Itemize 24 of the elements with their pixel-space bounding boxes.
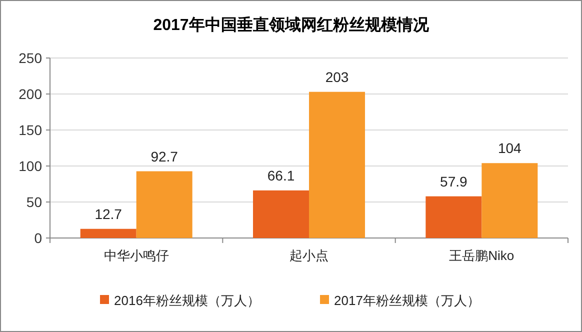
y-tick-label: 100 [18,158,42,174]
y-tick-label: 250 [18,50,42,66]
x-tick-label: 中华小鸣仔 [104,248,169,263]
chart-title: 2017年中国垂直领域网红粉丝规模情况 [153,16,430,34]
bar [253,190,309,238]
legend-label: 2017年粉丝规模（万人） [334,293,480,308]
y-tick-label: 0 [34,230,42,246]
y-tick-label: 150 [18,122,42,138]
data-label: 57.9 [440,173,468,190]
bar [80,228,136,238]
x-tick-label: 起小点 [290,248,328,263]
y-tick-label: 200 [18,86,42,102]
bar [309,92,365,238]
bar [482,163,538,238]
data-label: 12.7 [94,206,122,222]
data-label: 104 [498,140,522,156]
y-tick-label: 50 [26,194,42,210]
bar [426,196,482,238]
x-tick-label: 王岳鹏Niko [449,248,514,263]
bar [136,171,192,238]
legend-label: 2016年粉丝规模（万人） [114,293,260,308]
data-label: 66.1 [267,167,295,184]
data-label: 92.7 [150,148,178,164]
data-label: 203 [325,68,349,85]
